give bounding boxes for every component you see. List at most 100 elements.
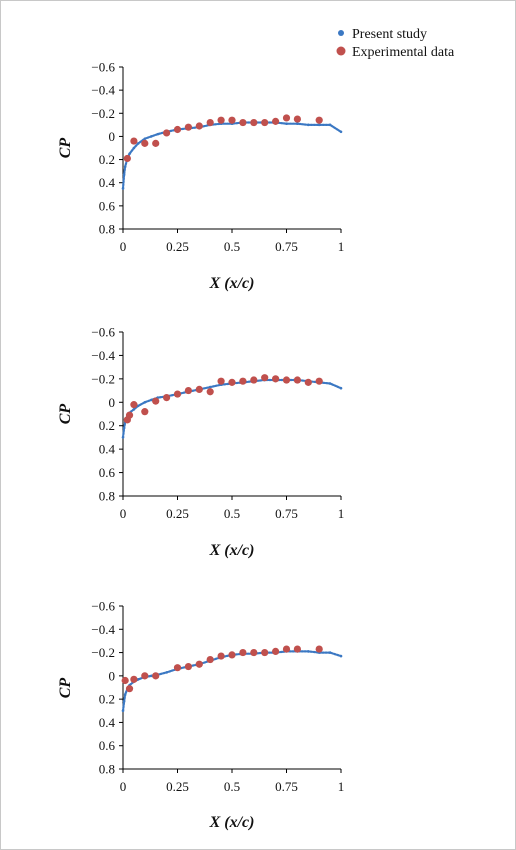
panel-1-present-study-point [156, 132, 160, 136]
panel-2-series-present-study-line [121, 378, 343, 439]
legend: Present study Experimental data [336, 27, 455, 60]
panel-3-x-tick-label: 0 [120, 779, 127, 794]
panel-3-x-tick-label: 1 [338, 779, 345, 794]
panel-1-experimental-data-point [315, 116, 323, 124]
panel-1-x-tick-label: 1 [338, 239, 345, 254]
panel-3-experimental-data-point [261, 648, 269, 657]
panel-2-experimental-data-point [163, 394, 171, 402]
panel-3-present-study-point [339, 654, 343, 658]
panel-3-experimental-data-point [272, 647, 280, 656]
panel-2-x-tick-label: 0.75 [275, 506, 298, 521]
panel-3-experimental-data-point [315, 645, 323, 653]
panel-3-experimental-data-point [130, 675, 138, 683]
panel-1-x-tick-label: 0 [120, 239, 127, 254]
panel-1-y-tick-label: 0.8 [99, 222, 115, 237]
panel-3-present-study-point [307, 650, 310, 653]
panel-2-experimental-data-point [293, 376, 301, 384]
panel-3-y-tick-label: −0.6 [91, 599, 115, 614]
panel-1-experimental-data-point [228, 116, 236, 124]
panel-2-experimental-data-point [228, 378, 236, 386]
panel-3-y-axis-title: CP [57, 678, 74, 699]
panel-2-present-study-point [121, 436, 125, 439]
panel-3-experimental-data-point [121, 676, 129, 685]
panel-1-present-study-point [317, 123, 321, 127]
legend-item-present-study: Present study [338, 27, 427, 42]
legend-item-experimental-data: Experimental data [336, 45, 455, 60]
panel-3-experimental-data-point [228, 651, 236, 659]
panel-3-experimental-data-point [293, 645, 301, 653]
panel-3-series-present-study-line [121, 650, 343, 712]
panel-3-experimental-data-point [173, 664, 182, 672]
panel-1-present-study-point [296, 122, 299, 125]
panel-1-x-tick-label: 0.25 [166, 239, 189, 254]
panel-2-experimental-data-point [315, 377, 323, 385]
panel-2-experimental-data-point [152, 397, 160, 405]
panel-1-y-tick-label: −0.6 [91, 60, 115, 75]
panel-3-experimental-data-point [152, 672, 160, 680]
panel-3-experimental-data-point [125, 685, 134, 693]
panel-3-experimental-data-point [217, 652, 225, 660]
panel-1-present-study-point [285, 122, 288, 125]
panel-3-y-tick-label: 0.2 [99, 692, 115, 707]
panel-2-experimental-data-point [206, 388, 214, 396]
panel-1-experimental-data-point [239, 118, 247, 127]
panel-1-series-present-study-line [121, 121, 343, 190]
panel-2-experimental-data-point [130, 401, 138, 409]
panel-1-experimental-data-point [293, 115, 301, 123]
panel-1-y-tick-label: 0.4 [99, 175, 116, 190]
panel-3-y-tick-label: 0.4 [99, 715, 116, 730]
panel-3-y-tick-label: 0.8 [99, 762, 115, 777]
panel-1-experimental-data-point [163, 129, 171, 137]
panel-2-experimental-data-point [272, 375, 280, 383]
panel-2-present-study-point [208, 385, 212, 389]
panel-1-experimental-data-point [250, 118, 258, 127]
panel-3-y-tick-label: −0.2 [91, 645, 115, 660]
panel-1-experimental-data-point [261, 118, 269, 127]
panel-1-experimental-data-point [184, 123, 192, 131]
panel-3-y-tick-label: 0 [109, 668, 116, 683]
cp-chart-panel-2: −0.6 −0.4 −0.2 0 0.2 0.4 0.6 0.8 0 0.25 0.5 0.75 1 X … [57, 325, 344, 560]
panel-2-experimental-data-point [304, 378, 312, 386]
panel-3-present-study-point [165, 671, 168, 674]
legend-marker-present-study [338, 30, 344, 36]
panel-3-y-tick-label: −0.4 [91, 622, 115, 637]
panel-2-experimental-data-point [261, 374, 269, 382]
panel-3-y-tick-label: 0.6 [99, 738, 116, 753]
panel-1-present-study-point [123, 165, 127, 168]
panel-3-present-study-point [122, 700, 126, 703]
panel-2-y-tick-label: 0.2 [99, 418, 115, 433]
panel-1-experimental-data-point [152, 139, 160, 147]
panel-3-x-axis-title: X (x/c) [209, 814, 255, 831]
panel-2-experimental-data-point [239, 377, 247, 385]
panel-1-experimental-data-point [272, 117, 280, 125]
panel-2-experimental-data-point [217, 377, 225, 385]
cp-chart-panel-1: −0.6 −0.4 −0.2 0 0.2 0.4 0.6 0.8 0 0.25 0.5 0.75 1 X … [57, 60, 344, 293]
panel-1-y-axis-title: CP [57, 138, 74, 159]
panel-1-experimental-data-point [130, 137, 138, 145]
panel-3-x-tick-label: 0.5 [224, 779, 240, 794]
panel-1-present-study-point [307, 123, 310, 127]
panel-3-experimental-data-point [184, 662, 192, 671]
panel-2-present-study-point [132, 408, 136, 411]
panel-2-y-tick-label: 0.4 [99, 442, 116, 457]
panel-1-experimental-data-point [123, 154, 131, 163]
panel-2-x-tick-label: 0.5 [224, 506, 240, 521]
panel-2-experimental-data-point [173, 390, 182, 398]
panel-2-y-axis-title: CP [57, 404, 74, 425]
cp-chart-panel-3: −0.6 −0.4 −0.2 0 0.2 0.4 0.6 0.8 0 0.25 0.5 0.75 1 X … [57, 599, 344, 832]
panel-1-present-study-point [132, 146, 136, 150]
panel-1-present-study-point [328, 123, 332, 127]
panel-2-y-tick-label: 0.8 [99, 489, 115, 504]
panel-2-experimental-data-point [184, 386, 192, 395]
panel-2-y-tick-label: −0.6 [91, 325, 115, 340]
panel-1-y-tick-label: 0 [109, 129, 116, 144]
panel-1-experimental-data-point [141, 139, 149, 147]
panel-2-present-study-point [328, 382, 332, 385]
panel-2-x-tick-label: 0.25 [166, 506, 189, 521]
panel-1-y-tick-label: 0.2 [99, 152, 115, 167]
panel-1-experimental-data-point [206, 118, 214, 127]
panel-2-experimental-data-point [250, 376, 258, 384]
panel-1-x-tick-label: 0.75 [275, 239, 298, 254]
panel-3-experimental-data-point [206, 655, 214, 664]
